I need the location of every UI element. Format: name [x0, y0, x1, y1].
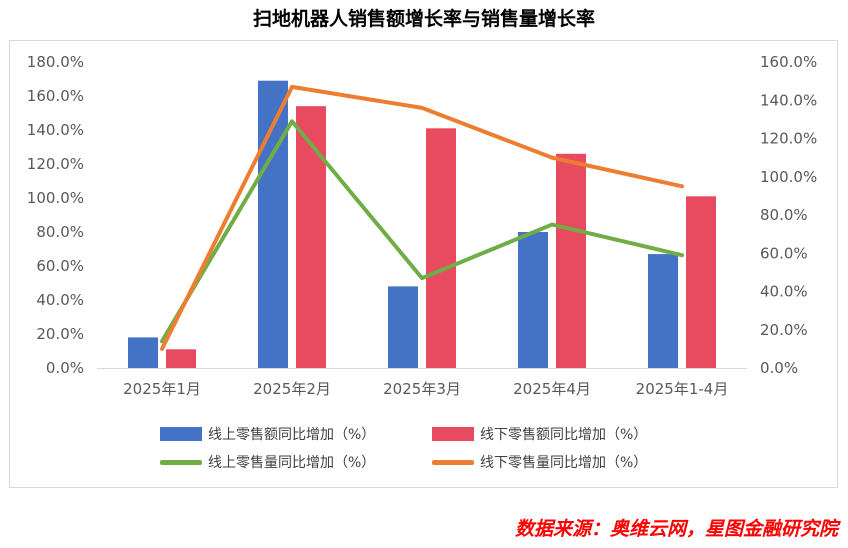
legend-swatch-online-sales — [160, 427, 202, 441]
legend-item-online-volume: 线上零售量同比增加（%） — [160, 452, 432, 472]
chart-legend: 线上零售额同比增加（%） 线下零售额同比增加（%） 线上零售量同比增加（%） 线… — [160, 420, 720, 476]
chart-frame — [9, 40, 838, 488]
legend-label-online-sales: 线上零售额同比增加（%） — [208, 427, 376, 443]
y-left-tick-label: 40.0% — [36, 291, 84, 309]
y-right-tick-label: 140.0% — [760, 91, 817, 109]
bar-online-sales — [518, 232, 548, 368]
x-tick-label: 2025年1月 — [123, 380, 201, 398]
y-left-tick-label: 180.0% — [27, 53, 84, 71]
line-offline-volume — [160, 84, 684, 351]
x-tick-label: 2025年2月 — [253, 380, 331, 398]
y-right-tick-label: 60.0% — [760, 244, 808, 262]
legend-label-offline-sales: 线下零售额同比增加（%） — [480, 427, 648, 443]
line-online-volume — [160, 119, 684, 344]
legend-label-offline-volume: 线下零售量同比增加（%） — [480, 455, 648, 471]
legend-label-online-volume: 线上零售量同比增加（%） — [208, 455, 376, 471]
y-left-tick-label: 60.0% — [36, 257, 84, 275]
y-left-tick-label: 80.0% — [36, 223, 84, 241]
chart-title: 扫地机器人销售额增长率与销售量增长率 — [252, 8, 595, 30]
bar-offline-sales — [686, 196, 716, 368]
legend-swatch-online-volume — [160, 459, 202, 465]
y-left-tick-label: 0.0% — [46, 359, 84, 377]
y-right-tick-label: 80.0% — [760, 206, 808, 224]
bar-offline-sales — [426, 128, 456, 368]
bar-offline-sales — [556, 153, 586, 368]
legend-swatch-offline-sales — [432, 427, 474, 441]
bar-online-sales — [648, 254, 678, 368]
y-right-tick-label: 160.0% — [760, 53, 817, 71]
y-left-tick-label: 20.0% — [36, 325, 84, 343]
y-right-tick-label: 120.0% — [760, 130, 817, 148]
y-left-tick-label: 140.0% — [27, 121, 84, 139]
y-left-tick-label: 100.0% — [27, 189, 84, 207]
legend-item-offline-volume: 线下零售量同比增加（%） — [432, 452, 704, 472]
bar-online-sales — [128, 337, 158, 368]
y-right-tick-label: 40.0% — [760, 283, 808, 301]
bar-offline-sales — [166, 349, 196, 368]
x-tick-label: 2025年4月 — [513, 380, 591, 398]
bar-online-sales — [388, 286, 418, 368]
data-source-note: 数据来源：奥维云网，星图金融研究院 — [514, 518, 838, 540]
x-tick-label: 2025年1-4月 — [636, 380, 729, 398]
legend-swatch-offline-volume — [432, 459, 474, 465]
y-right-tick-label: 0.0% — [760, 359, 798, 377]
y-left-tick-label: 160.0% — [27, 87, 84, 105]
y-left-tick-label: 120.0% — [27, 155, 84, 173]
x-tick-label: 2025年3月 — [383, 380, 461, 398]
legend-item-offline-sales: 线下零售额同比增加（%） — [432, 424, 704, 444]
bar-offline-sales — [296, 106, 326, 368]
legend-item-online-sales: 线上零售额同比增加（%） — [160, 424, 432, 444]
y-right-tick-label: 20.0% — [760, 321, 808, 339]
y-right-tick-label: 100.0% — [760, 168, 817, 186]
